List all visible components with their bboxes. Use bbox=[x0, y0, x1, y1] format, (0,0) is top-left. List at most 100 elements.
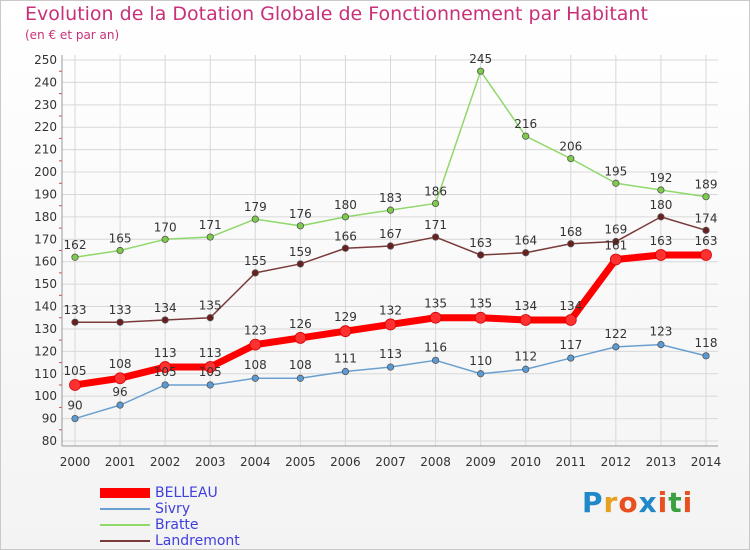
axes: 8090100110120130140150160170180190200210… bbox=[34, 53, 721, 469]
data-label-landremont: 174 bbox=[695, 211, 718, 225]
data-label-belleau: 123 bbox=[244, 324, 267, 338]
legend-item-belleau: BELLEAU bbox=[100, 485, 300, 501]
data-label-landremont: 164 bbox=[514, 234, 537, 248]
data-label-belleau: 163 bbox=[695, 234, 718, 248]
data-label-landremont: 133 bbox=[109, 303, 132, 317]
legend-item-sivry: Sivry bbox=[100, 501, 300, 517]
y-tick-label: 230 bbox=[34, 98, 57, 112]
data-labels: 90 96 105 105 108 108 111 113 116 110 112 117 122 123… bbox=[64, 52, 718, 412]
logo-letter: i bbox=[657, 486, 669, 519]
data-point-landremont bbox=[71, 318, 79, 326]
x-tick-label: 2009 bbox=[465, 455, 496, 469]
data-label-landremont: 159 bbox=[289, 245, 312, 259]
data-point-sivry bbox=[206, 381, 214, 389]
data-point-belleau bbox=[249, 338, 262, 351]
data-label-belleau: 126 bbox=[289, 317, 312, 331]
data-label-belleau: 134 bbox=[514, 299, 537, 313]
data-point-landremont bbox=[251, 269, 259, 277]
x-tick-label: 2005 bbox=[285, 455, 316, 469]
x-tick-label: 2013 bbox=[646, 455, 677, 469]
y-tick-label: 140 bbox=[34, 300, 57, 314]
data-label-landremont: 133 bbox=[64, 303, 87, 317]
data-point-belleau bbox=[204, 361, 217, 373]
data-label-landremont: 180 bbox=[649, 198, 672, 212]
legend-swatch bbox=[100, 508, 150, 510]
chart-legend: BELLEAU Sivry Bratte Landremont bbox=[100, 485, 300, 549]
data-point-belleau bbox=[384, 318, 397, 331]
data-point-sivry bbox=[567, 354, 575, 362]
data-label-landremont: 155 bbox=[244, 254, 267, 268]
data-point-sivry bbox=[341, 367, 350, 376]
data-label-bratte: 176 bbox=[289, 207, 312, 221]
data-label-belleau: 113 bbox=[154, 346, 177, 360]
logo-letter: t bbox=[668, 486, 683, 519]
y-tick-label: 100 bbox=[34, 389, 57, 403]
y-tick-label: 210 bbox=[34, 143, 57, 157]
data-label-belleau: 129 bbox=[334, 310, 357, 324]
data-point-belleau bbox=[474, 311, 487, 324]
data-label-bratte: 183 bbox=[379, 191, 402, 205]
y-tick-label: 150 bbox=[34, 277, 57, 291]
data-label-bratte: 206 bbox=[559, 140, 582, 154]
data-point-landremont bbox=[567, 240, 575, 248]
data-point-bratte bbox=[431, 199, 440, 208]
data-label-bratte: 195 bbox=[604, 164, 627, 178]
y-tick-label: 170 bbox=[34, 232, 57, 246]
y-tick-label: 250 bbox=[34, 53, 57, 67]
data-label-belleau: 105 bbox=[64, 364, 87, 378]
y-tick-label: 110 bbox=[34, 367, 57, 381]
data-point-sivry bbox=[657, 341, 665, 349]
data-label-belleau: 108 bbox=[109, 357, 132, 371]
proxiti-logo: Proxiti bbox=[582, 486, 693, 519]
data-point-sivry bbox=[386, 363, 395, 371]
data-point-sivry bbox=[522, 365, 530, 373]
data-point-belleau bbox=[609, 253, 622, 266]
y-tick-label: 240 bbox=[34, 75, 57, 89]
y-tick-label: 120 bbox=[34, 344, 57, 358]
data-label-sivry: 96 bbox=[112, 385, 127, 399]
y-tick-label: 80 bbox=[42, 434, 57, 448]
x-tick-label: 2007 bbox=[375, 455, 406, 469]
data-point-bratte bbox=[567, 155, 575, 163]
logo-letter: o bbox=[618, 486, 639, 519]
data-label-sivry: 90 bbox=[67, 399, 82, 413]
data-point-sivry bbox=[477, 370, 485, 378]
data-point-landremont bbox=[612, 237, 620, 246]
data-point-landremont bbox=[522, 249, 530, 257]
x-tick-label: 2010 bbox=[510, 455, 541, 469]
data-point-belleau bbox=[519, 314, 532, 326]
data-label-landremont: 166 bbox=[334, 229, 357, 243]
data-point-bratte bbox=[296, 222, 304, 230]
legend-label: Bratte bbox=[155, 517, 199, 533]
data-label-sivry: 113 bbox=[379, 347, 402, 361]
logo-letter: P bbox=[582, 486, 604, 519]
y-tick-label: 220 bbox=[34, 120, 57, 134]
chart-subtitle: (en € et par an) bbox=[25, 28, 120, 42]
data-point-bratte bbox=[206, 233, 214, 241]
data-point-bratte bbox=[386, 206, 395, 214]
data-point-sivry bbox=[612, 343, 620, 351]
data-point-belleau bbox=[69, 379, 81, 391]
x-tick-label: 2014 bbox=[691, 455, 722, 469]
data-point-belleau bbox=[700, 249, 712, 261]
data-label-bratte: 189 bbox=[695, 178, 718, 192]
data-point-landremont bbox=[296, 260, 304, 268]
y-tick-label: 90 bbox=[42, 412, 57, 426]
data-label-bratte: 165 bbox=[109, 232, 132, 246]
data-point-sivry bbox=[296, 374, 304, 382]
data-point-sivry bbox=[431, 356, 440, 364]
data-label-belleau: 135 bbox=[424, 297, 447, 311]
data-point-landremont bbox=[206, 314, 214, 322]
legend-swatch bbox=[100, 488, 150, 498]
data-point-sivry bbox=[71, 414, 79, 423]
data-point-landremont bbox=[386, 242, 395, 250]
chart-title: Evolution de la Dotation Globale de Fonc… bbox=[25, 3, 648, 25]
data-label-sivry: 118 bbox=[695, 336, 718, 350]
data-label-belleau: 134 bbox=[559, 299, 582, 313]
y-tick-label: 130 bbox=[34, 322, 57, 336]
y-tick-label: 180 bbox=[34, 210, 57, 224]
data-point-bratte bbox=[477, 67, 485, 75]
legend-label: Sivry bbox=[155, 501, 191, 517]
data-point-landremont bbox=[702, 226, 710, 234]
